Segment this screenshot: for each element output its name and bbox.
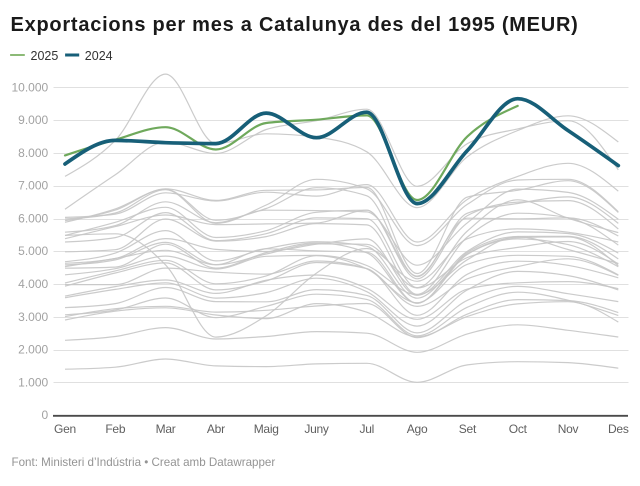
svg-text:Abr: Abr [207, 422, 225, 436]
svg-text:2025: 2025 [31, 49, 59, 63]
svg-text:7.000: 7.000 [18, 179, 48, 193]
svg-text:Exportacions per mes a Catalun: Exportacions per mes a Catalunya des del… [11, 14, 579, 36]
svg-text:4.000: 4.000 [18, 277, 48, 291]
svg-text:3.000: 3.000 [18, 310, 48, 324]
svg-text:8.000: 8.000 [18, 146, 48, 160]
svg-text:Des: Des [608, 422, 629, 436]
svg-text:Nov: Nov [558, 422, 579, 436]
svg-text:Feb: Feb [105, 422, 126, 436]
svg-text:Gen: Gen [54, 422, 76, 436]
svg-text:Mar: Mar [156, 422, 176, 436]
svg-text:Ago: Ago [407, 422, 428, 436]
svg-text:10.000: 10.000 [11, 80, 48, 94]
svg-text:Jul: Jul [360, 422, 375, 436]
svg-text:Font: Ministeri d’Indústria •: Font: Ministeri d’Indústria • Creat amb … [12, 456, 276, 469]
svg-text:5.000: 5.000 [18, 244, 48, 258]
svg-text:2.000: 2.000 [18, 343, 48, 357]
svg-text:1.000: 1.000 [18, 375, 48, 389]
svg-text:Set: Set [459, 422, 477, 436]
svg-text:2024: 2024 [85, 49, 113, 63]
svg-text:Maig: Maig [254, 422, 279, 436]
svg-text:Oct: Oct [509, 422, 528, 436]
svg-text:6.000: 6.000 [18, 211, 48, 225]
svg-text:Juny: Juny [304, 422, 329, 436]
svg-text:0: 0 [42, 408, 49, 422]
svg-text:9.000: 9.000 [18, 113, 48, 127]
